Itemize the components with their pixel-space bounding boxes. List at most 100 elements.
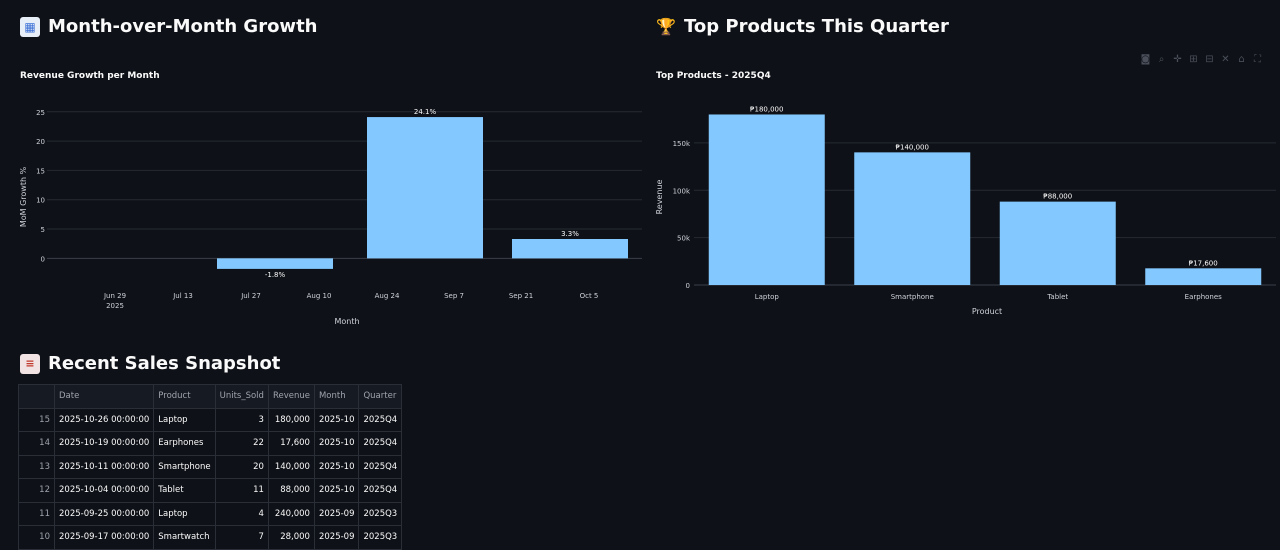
table-cell[interactable]: 88,000: [267, 478, 315, 503]
chart-modebar: ◙ ⌕ ✛ ⊞ ⊟ ✕ ⌂ ⛶: [1140, 54, 1263, 65]
data-label: -1.8%: [265, 271, 286, 279]
autoscale-icon[interactable]: ✕: [1221, 54, 1230, 65]
y-tick-label: 20: [36, 138, 45, 146]
zoom-icon[interactable]: ⌕: [1158, 54, 1165, 65]
table-cell[interactable]: 180,000: [267, 407, 315, 432]
table-cell[interactable]: 28,000: [267, 525, 315, 550]
bar: [1145, 268, 1262, 285]
column-header[interactable]: Units_Sold: [214, 384, 269, 409]
index-header[interactable]: [18, 384, 55, 409]
table-row[interactable]: 13 2025-10-11 00:00:00 Smartphone 20 140,000…: [18, 454, 403, 479]
pan-icon[interactable]: ✛: [1173, 54, 1182, 65]
top-title-text: Top Products This Quarter: [684, 16, 949, 37]
row-index-cell[interactable]: 10: [18, 525, 55, 550]
table-row[interactable]: 10 2025-09-17 00:00:00 Smartwatch 7 28,000 20…: [18, 525, 403, 550]
reset-icon[interactable]: ⌂: [1238, 54, 1245, 65]
y-tick-label: 15: [36, 167, 45, 175]
table-cell[interactable]: 2025-10-04 00:00:00: [53, 478, 155, 503]
y-tick-label: 10: [36, 197, 45, 205]
table-cell[interactable]: 11: [214, 478, 269, 503]
x-tick-label: Jun 29: [103, 292, 126, 300]
table-cell[interactable]: 7: [214, 525, 269, 550]
table-cell[interactable]: 2025-10: [313, 454, 360, 479]
table-cell[interactable]: 2025Q4: [358, 431, 403, 456]
mom-title-text: Month-over-Month Growth: [48, 16, 318, 37]
camera-icon[interactable]: ◙: [1140, 54, 1151, 65]
table-cell[interactable]: Tablet: [153, 478, 216, 503]
mom-chart-title: Revenue Growth per Month: [20, 71, 160, 81]
bar: [512, 239, 628, 259]
bar: [999, 201, 1116, 285]
table-row[interactable]: 14 2025-10-19 00:00:00 Earphones 22 17,600 20…: [18, 431, 403, 456]
table-cell[interactable]: 2025Q4: [358, 454, 403, 479]
table-row[interactable]: 11 2025-09-25 00:00:00 Laptop 4 240,000 2025-…: [18, 501, 403, 526]
table-cell[interactable]: Laptop: [153, 407, 216, 432]
bar: [217, 258, 333, 269]
table-cell[interactable]: 17,600: [267, 431, 315, 456]
table-cell[interactable]: 2025-09: [313, 501, 360, 526]
zoom-in-icon[interactable]: ⊞: [1189, 54, 1198, 65]
x-tick-label: 2025: [106, 302, 124, 310]
table-cell[interactable]: 4: [214, 501, 269, 526]
x-axis-label: Month: [334, 317, 359, 326]
table-cell[interactable]: 2025-10: [313, 431, 360, 456]
column-header[interactable]: Quarter: [358, 384, 403, 409]
table-cell[interactable]: Smartwatch: [153, 525, 216, 550]
table-cell[interactable]: 22: [214, 431, 269, 456]
fullscreen-icon[interactable]: ⛶: [1254, 54, 1261, 65]
trophy-icon: 🏆: [656, 16, 676, 36]
recent-sales-table[interactable]: Date Product Units_Sold Revenue Month Quarter…: [18, 384, 403, 550]
table-cell[interactable]: 2025Q4: [358, 407, 403, 432]
x-tick-label: Sep 21: [509, 292, 533, 300]
top-section-title: 🏆 Top Products This Quarter: [656, 16, 949, 37]
row-index-cell[interactable]: 12: [18, 478, 55, 503]
table-cell[interactable]: 140,000: [267, 454, 315, 479]
data-label: 3.3%: [561, 230, 579, 238]
y-axis-label: MoM Growth %: [19, 166, 28, 227]
table-cell[interactable]: 3: [214, 407, 269, 432]
y-tick-label: 50k: [677, 235, 691, 243]
column-header[interactable]: Product: [153, 384, 216, 409]
table-cell[interactable]: 2025Q4: [358, 478, 403, 503]
x-tick-label: Sep 7: [444, 292, 464, 300]
table-cell[interactable]: 2025-10-11 00:00:00: [53, 454, 155, 479]
column-header[interactable]: Month: [313, 384, 360, 409]
table-cell[interactable]: 2025Q3: [358, 525, 403, 550]
table-row[interactable]: 15 2025-10-26 00:00:00 Laptop 3 180,000 2025-…: [18, 407, 403, 432]
x-tick-label: Oct 5: [580, 292, 599, 300]
zoom-out-icon[interactable]: ⊟: [1205, 54, 1214, 65]
top-products-chart[interactable]: 0 50k 100k 150k ₱180,000 Laptop ₱140,000 Smartp…: [645, 95, 1280, 325]
data-label: ₱88,000: [1043, 193, 1072, 201]
top-chart-title: Top Products - 2025Q4: [656, 71, 771, 81]
row-index-cell[interactable]: 13: [18, 454, 55, 479]
row-index-cell[interactable]: 15: [18, 407, 55, 432]
table-cell[interactable]: 2025-09: [313, 525, 360, 550]
table-header-row: Date Product Units_Sold Revenue Month Quarter: [18, 384, 403, 409]
table-row[interactable]: 12 2025-10-04 00:00:00 Tablet 11 88,000 2025-…: [18, 478, 403, 503]
table-cell[interactable]: Smartphone: [153, 454, 216, 479]
bar: [367, 117, 483, 259]
row-index-cell[interactable]: 11: [18, 501, 55, 526]
x-tick-label: Jul 13: [172, 292, 193, 300]
data-label: ₱180,000: [750, 105, 783, 113]
table-cell[interactable]: 2025-09-25 00:00:00: [53, 501, 155, 526]
table-cell[interactable]: 20: [214, 454, 269, 479]
y-tick-label: 150k: [673, 140, 691, 148]
table-cell[interactable]: 240,000: [267, 501, 315, 526]
table-cell[interactable]: 2025Q3: [358, 501, 403, 526]
y-tick-label: 0: [41, 255, 45, 263]
x-tick-label: Earphones: [1185, 293, 1222, 301]
bar: [854, 152, 971, 285]
table-cell[interactable]: 2025-09-17 00:00:00: [53, 525, 155, 550]
table-cell[interactable]: 2025-10: [313, 407, 360, 432]
table-cell[interactable]: Earphones: [153, 431, 216, 456]
y-axis-label: Revenue: [655, 180, 664, 215]
row-index-cell[interactable]: 14: [18, 431, 55, 456]
table-cell[interactable]: 2025-10: [313, 478, 360, 503]
table-cell[interactable]: 2025-10-19 00:00:00: [53, 431, 155, 456]
column-header[interactable]: Revenue: [267, 384, 315, 409]
column-header[interactable]: Date: [53, 384, 155, 409]
table-cell[interactable]: 2025-10-26 00:00:00: [53, 407, 155, 432]
table-cell[interactable]: Laptop: [153, 501, 216, 526]
